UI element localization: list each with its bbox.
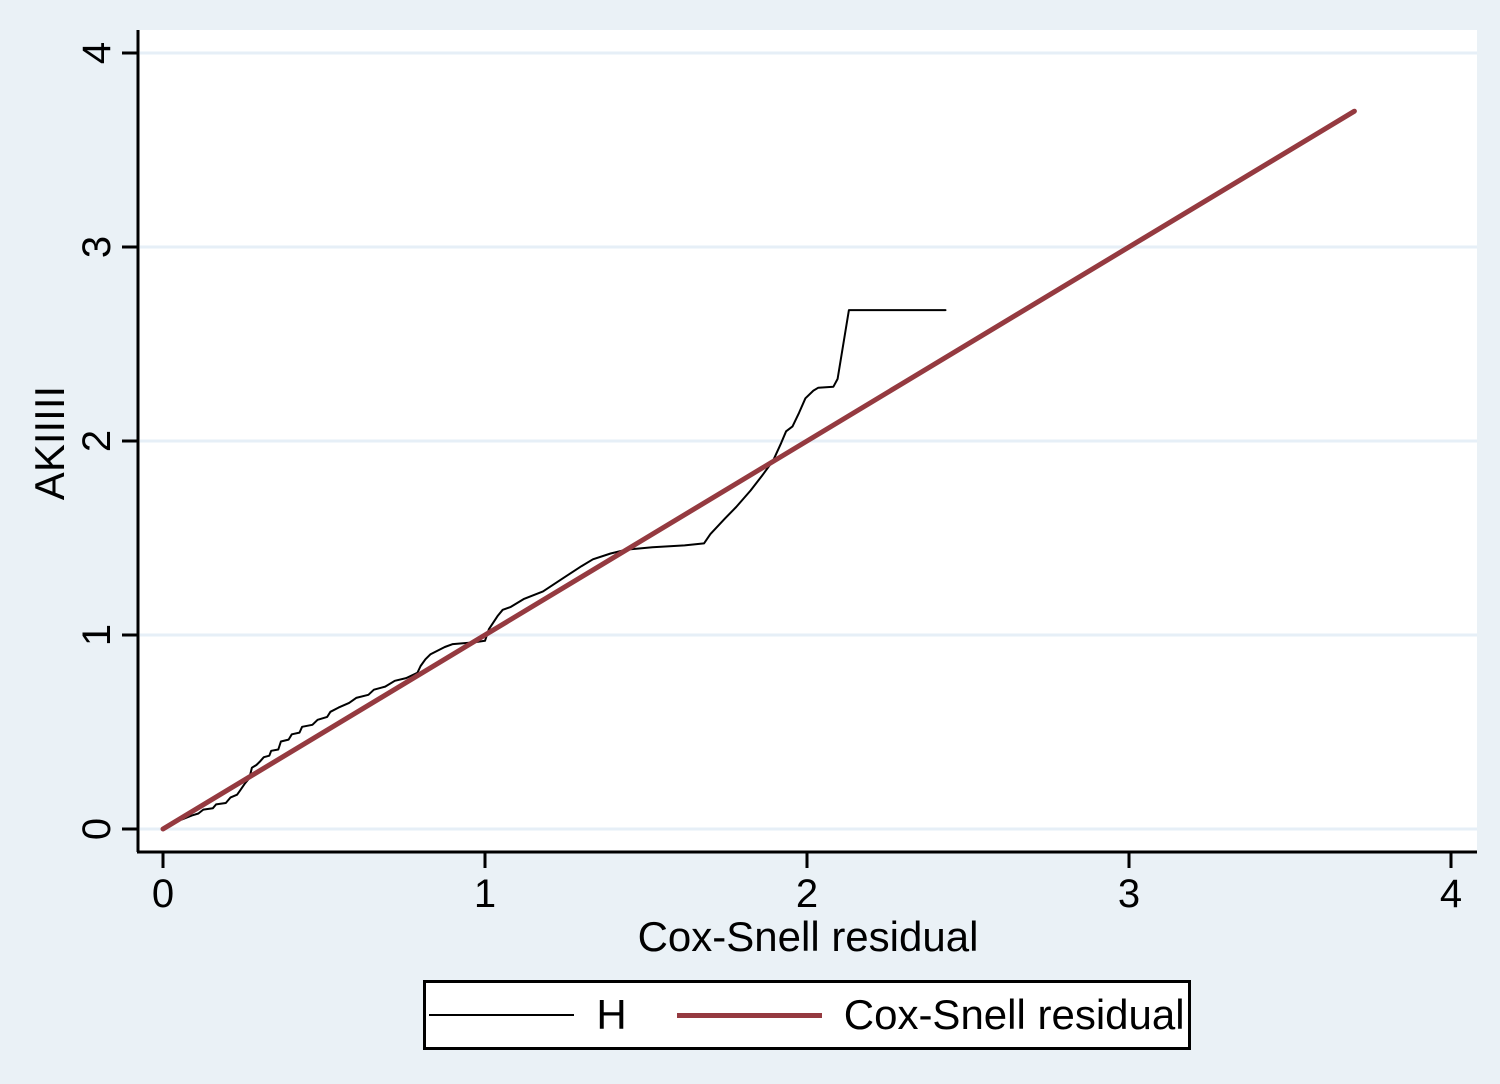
- y-tick-label-1: 1: [75, 623, 119, 647]
- y-tick-label-4: 4: [75, 41, 119, 65]
- x-tick-label-2: 2: [795, 872, 819, 916]
- y-axis-title: AKIIIII: [26, 385, 73, 501]
- y-tick-label-3: 3: [75, 235, 119, 259]
- legend-item-h: H: [429, 991, 627, 1038]
- legend-item-cox-snell: Cox-Snell residual: [676, 991, 1185, 1038]
- series-line-1: [160, 108, 1357, 832]
- h-line-swatch: [429, 1014, 575, 1016]
- x-axis-title: Cox-Snell residual: [637, 913, 979, 960]
- x-tick-label-1: 1: [473, 872, 497, 916]
- x-tick-label-0: 0: [151, 872, 175, 916]
- series-lines: [160, 108, 1357, 832]
- x-tick-label-3: 3: [1117, 872, 1141, 916]
- y-tick-label-2: 2: [75, 429, 119, 453]
- legend-label-cox-snell: Cox-Snell residual: [843, 991, 1185, 1038]
- cox-snell-line-swatch: [676, 1012, 822, 1018]
- tick-marks: [122, 51, 1453, 868]
- legend: H Cox-Snell residual: [423, 980, 1191, 1050]
- legend-label-h: H: [596, 991, 627, 1038]
- y-tick-label-0: 0: [75, 817, 119, 841]
- x-tick-label-4: 4: [1439, 872, 1463, 916]
